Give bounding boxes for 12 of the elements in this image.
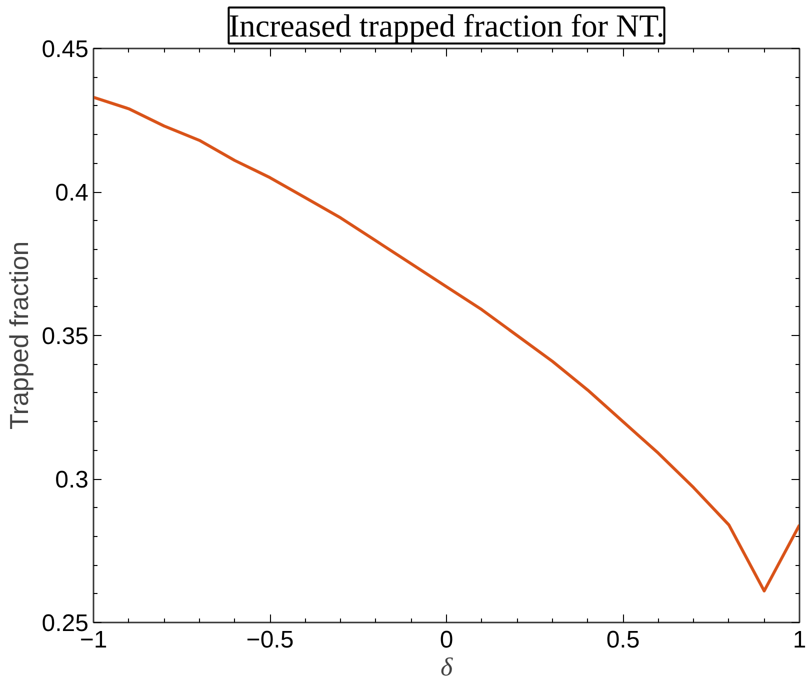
- chart-title: Increased trapped fraction for NT.: [228, 8, 664, 44]
- y-tick-label: 0.4: [55, 180, 89, 206]
- y-tick-label: 0.35: [42, 323, 89, 350]
- x-tick-label: 0.5: [606, 626, 640, 654]
- x-tick-label: 0: [440, 626, 454, 654]
- x-tick-label: 1: [792, 626, 806, 654]
- line-series: [94, 96, 800, 592]
- y-axis-title: Trapped fraction: [4, 241, 34, 430]
- y-tick-label: 0.3: [55, 466, 89, 494]
- x-axis-title: δ: [440, 652, 454, 682]
- y-tick-label: 0.45: [42, 36, 89, 63]
- x-tick-label: −0.5: [246, 626, 294, 654]
